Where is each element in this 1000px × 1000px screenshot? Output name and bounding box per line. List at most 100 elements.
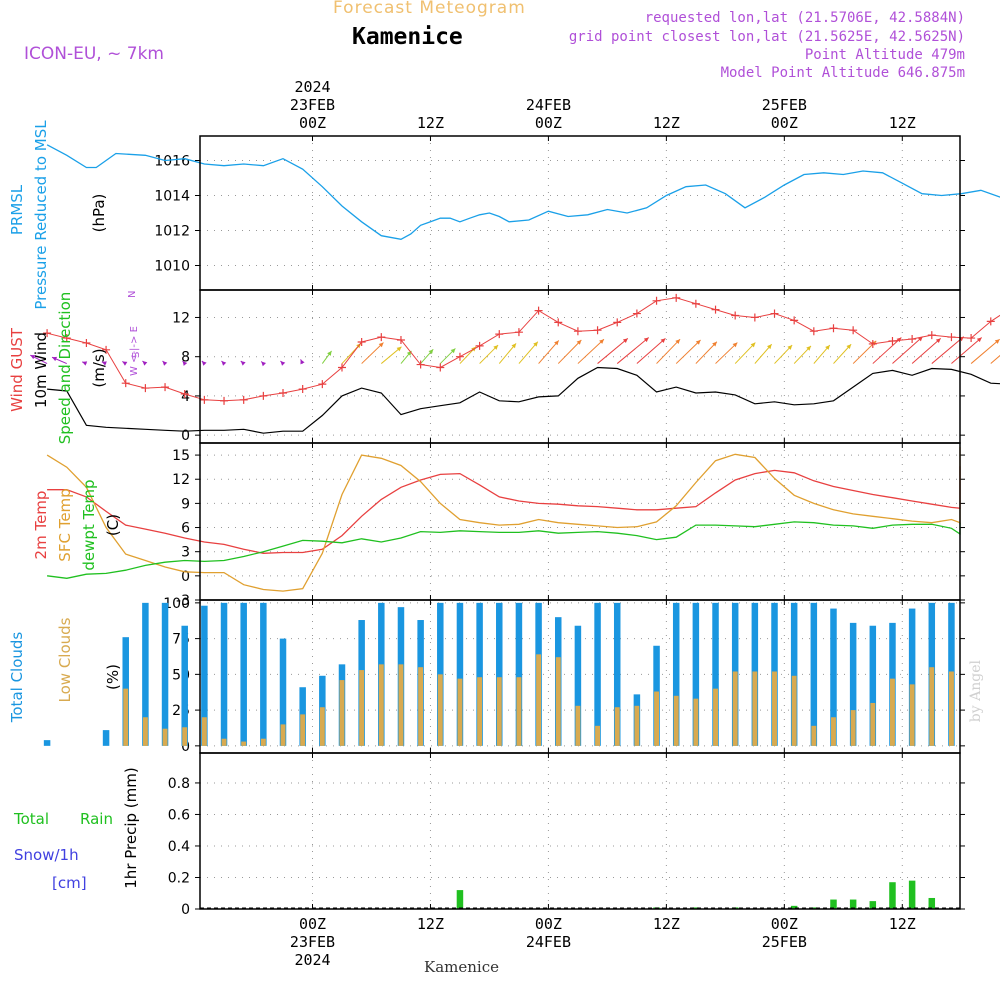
low-cloud-bar bbox=[300, 714, 306, 746]
low-cloud-bar bbox=[811, 725, 817, 746]
requested-coordinates: requested lon,lat (21.5706E, 42.5884N) bbox=[644, 10, 965, 26]
panel-frame bbox=[199, 289, 961, 444]
top-time-label: 24FEB bbox=[526, 96, 571, 114]
wind-direction-arrows bbox=[30, 336, 1000, 367]
low-cloud-bar bbox=[398, 664, 404, 746]
wind-arrow-head bbox=[30, 355, 36, 360]
gust-marker bbox=[161, 383, 170, 392]
gust-marker bbox=[514, 328, 523, 337]
low-cloud-bar bbox=[142, 717, 148, 746]
gust-marker bbox=[259, 391, 268, 400]
wind-arrow bbox=[675, 339, 701, 364]
gust-marker bbox=[711, 305, 720, 314]
y-tick-label: 0 bbox=[181, 902, 190, 918]
y-tick-label: 100 bbox=[163, 596, 190, 612]
rain-bar bbox=[790, 905, 798, 909]
wind-arrow-head bbox=[976, 337, 982, 343]
gust-marker bbox=[377, 333, 386, 342]
low-cloud-bar bbox=[516, 677, 522, 746]
low-cloud-bar bbox=[457, 678, 463, 746]
low-cloud-bar bbox=[241, 741, 247, 746]
wind-arrow-head bbox=[280, 361, 286, 366]
legend-rain: Rain bbox=[80, 810, 113, 828]
wind-arrow-head bbox=[767, 344, 772, 350]
low-cloud-bar bbox=[162, 728, 168, 746]
wind-arrow bbox=[597, 337, 629, 364]
rain-bar bbox=[908, 880, 916, 909]
y-tick-label: 0.6 bbox=[168, 807, 190, 823]
y-tick-label: 1016 bbox=[154, 154, 190, 170]
low-cloud-bar bbox=[752, 671, 758, 746]
low-clouds-label: Low Clouds bbox=[56, 617, 74, 702]
wind-arrow bbox=[990, 354, 1000, 364]
gust-label: Wind GUST bbox=[8, 327, 26, 412]
total-cloud-bar bbox=[201, 605, 208, 746]
y-tick-label: 1014 bbox=[154, 189, 190, 205]
y-tick-label: 0.2 bbox=[168, 870, 190, 886]
gust-marker bbox=[632, 309, 641, 318]
wind-arrow bbox=[734, 342, 756, 364]
bottom-time-label: 00Z bbox=[535, 915, 562, 933]
pressure-label-prmsl: PRMSL bbox=[8, 184, 26, 235]
wind-arrow bbox=[951, 337, 983, 364]
total-cloud-bar bbox=[181, 625, 188, 746]
y-tick-label: 1010 bbox=[154, 259, 190, 275]
low-cloud-bar bbox=[614, 707, 620, 746]
gust-marker bbox=[141, 384, 150, 393]
low-cloud-bar bbox=[949, 671, 954, 746]
gust-marker bbox=[43, 329, 52, 338]
gust-marker bbox=[102, 345, 111, 354]
temp2m-label: 2m Temp bbox=[32, 491, 50, 560]
panel-precip: 0 0.2 0.4 0.6 0.8 bbox=[168, 753, 965, 918]
temp-unit: (C) bbox=[104, 514, 122, 536]
low-cloud-bar bbox=[890, 678, 895, 746]
total-cloud-bar bbox=[830, 608, 837, 746]
footer-station-name: Kamenice bbox=[424, 958, 499, 976]
wind-arrow bbox=[361, 342, 384, 364]
gust-marker bbox=[298, 385, 307, 394]
total-cloud-bar bbox=[161, 602, 169, 746]
wind-arrow-head bbox=[935, 338, 941, 344]
rain-bar bbox=[869, 901, 877, 909]
model-label: ICON-EU, ~ 7km bbox=[24, 44, 164, 64]
wind-arrow-head bbox=[622, 338, 628, 343]
total-cloud-bar bbox=[810, 602, 818, 746]
gust-marker bbox=[672, 293, 681, 302]
wind-arrow-head bbox=[300, 359, 305, 365]
top-time-label: 00Z bbox=[771, 114, 798, 132]
total-cloud-bar bbox=[260, 602, 267, 746]
wind-arrow-head bbox=[450, 348, 456, 354]
bottom-time-label: 12Z bbox=[889, 915, 916, 933]
bottom-time-label: 24FEB bbox=[526, 933, 571, 951]
gust-marker bbox=[337, 363, 346, 372]
low-cloud-bar bbox=[654, 691, 659, 746]
gust-marker bbox=[849, 326, 858, 335]
wind-arrow bbox=[892, 336, 924, 364]
gust-marker bbox=[790, 316, 799, 325]
total-cloud-bar bbox=[220, 602, 228, 746]
dewpt-label: dewpt Temp bbox=[80, 479, 98, 570]
total-cloud-bar bbox=[594, 602, 601, 746]
wind-arrow bbox=[970, 338, 1000, 364]
low-cloud-bar bbox=[673, 695, 679, 746]
total-cloud-bar bbox=[849, 622, 857, 746]
top-time-label: 23FEB bbox=[290, 96, 335, 114]
wind-arrow bbox=[636, 337, 666, 364]
watermark: by Angel bbox=[968, 660, 984, 723]
top-time-label: 12Z bbox=[653, 114, 680, 132]
y-tick-label: 0.4 bbox=[168, 839, 190, 855]
legend-total: Total bbox=[13, 810, 49, 828]
wind-arrow-head bbox=[554, 340, 559, 346]
bottom-time-label: 23FEB bbox=[290, 933, 335, 951]
gust-marker bbox=[200, 395, 209, 404]
low-cloud-bar bbox=[909, 684, 915, 746]
y-tick-label: 1012 bbox=[154, 224, 190, 240]
gust-marker bbox=[809, 327, 818, 336]
top-time-label: 25FEB bbox=[762, 96, 807, 114]
rain-bar bbox=[928, 897, 936, 909]
y-tick-label: 6 bbox=[181, 521, 190, 537]
wind-label: 10m Wind bbox=[32, 332, 50, 408]
wind-arrow-head bbox=[533, 341, 538, 347]
